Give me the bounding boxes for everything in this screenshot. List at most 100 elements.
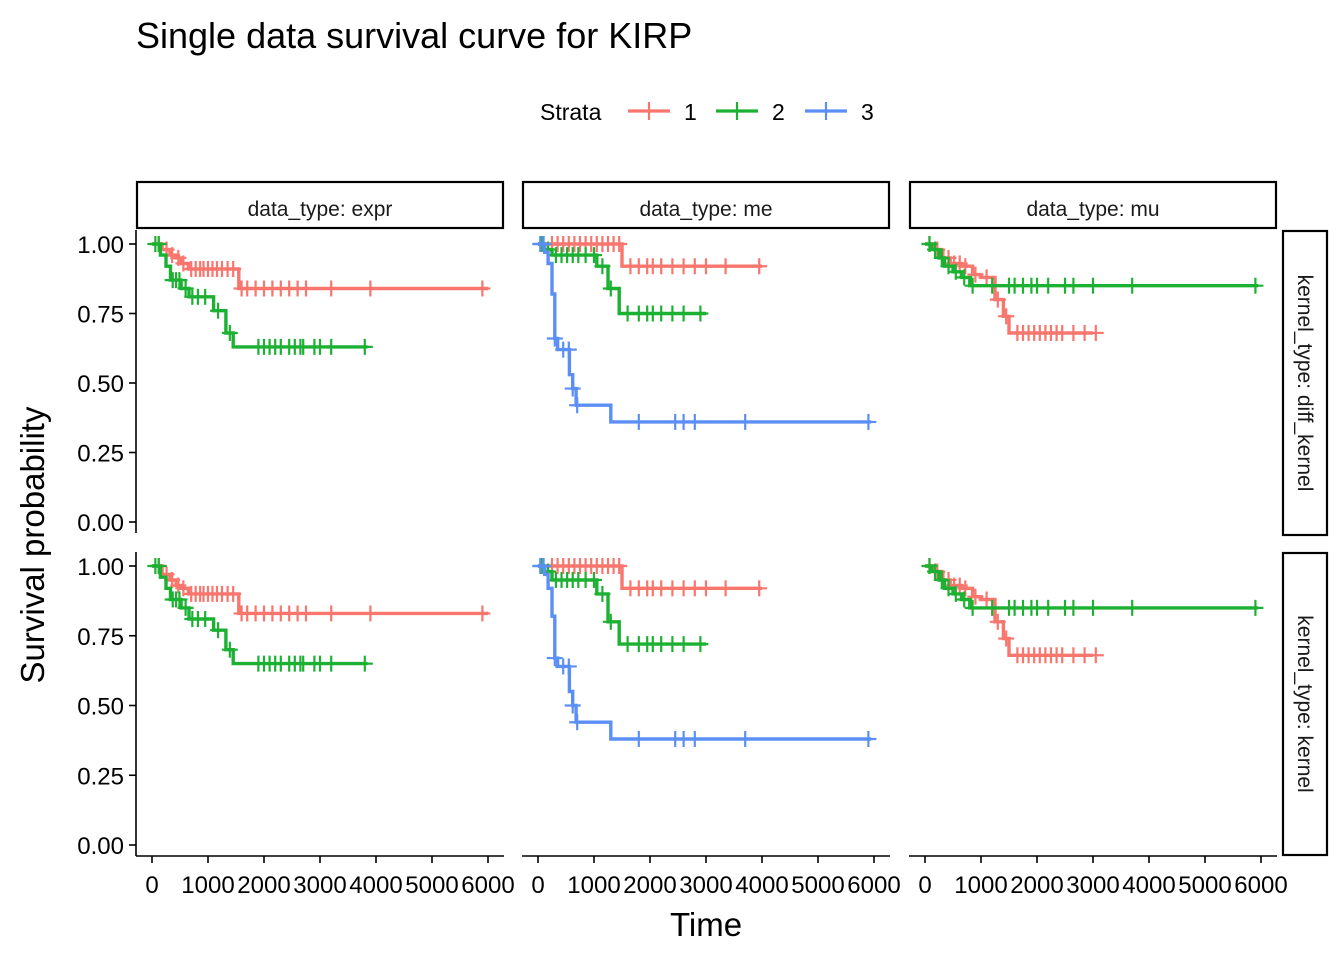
y-tick-label: 0.00 [77,833,124,860]
censor-mark-strata-2 [1065,277,1082,294]
censor-mark-strata-1 [474,605,491,622]
censor-mark-strata-1 [611,236,628,252]
survival-curve-strata-3 [538,242,872,424]
legend-item-2: 2 [716,99,785,125]
legend: Strata 1 2 3 [540,99,874,125]
censor-mark-strata-2 [1085,599,1101,616]
censor-mark-strata-1 [1087,324,1104,341]
strip-label: data_type: expr [248,198,393,221]
panel-r1-c2 [532,236,877,430]
censor-mark-strata-1 [362,605,379,622]
x-tick-label: 5000 [405,872,458,899]
censor-mark-strata-1 [298,280,314,297]
legend-title: Strata [540,99,602,125]
censor-mark-strata-1 [957,258,974,275]
strip-label: data_type: mu [1026,198,1159,221]
facet-strip-col-2: data_type: me [521,180,891,230]
y-tick-label: 0.50 [77,371,124,398]
x-tick-label: 3000 [679,872,732,899]
censor-mark-strata-2 [956,591,973,608]
panel-r2-c1 [147,558,491,672]
censor-mark-strata-2 [1040,277,1057,294]
censor-mark-strata-2 [594,258,611,275]
censor-mark-strata-1 [998,630,1015,647]
censor-mark-strata-2 [356,338,373,355]
censor-mark-strata-1 [717,258,734,275]
x-tick-label: 0 [145,872,158,899]
strip-label: data_type: me [639,198,772,221]
strip-box [521,180,891,230]
censor-mark-strata-3 [569,714,586,731]
censor-mark-strata-1 [751,258,768,275]
censor-mark-strata-3 [630,730,647,747]
censor-mark-strata-1 [225,585,242,602]
censor-mark-strata-2 [602,280,619,297]
censor-mark-strata-2 [1040,599,1057,616]
censor-mark-strata-1 [225,261,242,278]
survival-curve-strata-1 [152,242,488,291]
censor-mark-strata-1 [362,280,379,297]
censor-mark-strata-1 [323,605,340,622]
chart-title: Single data survival curve for KIRP [136,15,692,56]
censor-mark-strata-2 [675,305,692,322]
y-tick-label: 0.75 [77,302,124,329]
y-tick-label: 0.50 [77,694,124,721]
censor-mark-strata-3 [560,658,577,675]
panel-r2-c3 [921,558,1264,664]
censor-mark-strata-1 [698,580,714,597]
censor-mark-strata-1 [751,580,768,597]
facet-strip-row-1: kernel_type: diff_kernel [1281,229,1329,537]
censor-mark-strata-1 [957,580,974,597]
censor-mark-strata-2 [171,591,188,608]
censor-mark-strata-2 [150,558,167,574]
censor-mark-strata-3 [686,730,703,747]
x-tick-label: 5000 [1178,872,1231,899]
censor-mark-strata-2 [1065,599,1082,616]
censor-mark-strata-2 [210,302,227,319]
censor-mark-strata-2 [150,236,167,252]
x-tick-label: 4000 [1122,872,1175,899]
censor-mark-strata-2 [1124,599,1141,616]
legend-label-3: 3 [861,99,874,125]
strip-box [135,180,505,230]
legend-item-3: 3 [805,99,874,125]
legend-item-1: 1 [628,99,697,125]
censor-mark-strata-2 [947,585,964,602]
panel-r1-c1 [147,236,491,355]
censor-mark-strata-2 [586,247,602,264]
censor-mark-strata-2 [933,571,950,588]
x-axis-col-2: 0 1000 2000 3000 4000 5000 6000 [522,855,901,899]
censor-mark-strata-2 [221,324,238,341]
strip-box [1281,551,1329,857]
x-tick-label: 0 [531,872,544,899]
censor-mark-strata-2 [177,280,194,297]
censor-mark-strata-2 [984,277,1001,294]
censor-mark-strata-3 [737,413,754,430]
x-tick-label: 1000 [181,872,234,899]
censor-mark-strata-3 [546,330,563,347]
y-tick-label: 0.25 [77,441,124,468]
x-tick-label: 1000 [954,872,1007,899]
x-tick-label: 2000 [1010,872,1063,899]
censor-mark-strata-3 [546,650,563,667]
censor-mark-strata-2 [1085,277,1101,294]
censor-mark-strata-2 [692,636,709,653]
x-tick-label: 5000 [791,872,844,899]
censor-mark-strata-2 [1124,277,1141,294]
censor-mark-strata-1 [998,308,1015,325]
censor-mark-strata-2 [171,272,188,289]
y-tick-label: 1.00 [77,232,124,259]
censor-mark-strata-3 [535,558,552,574]
x-tick-label: 6000 [461,872,514,899]
survival-curve-strata-1 [152,564,488,616]
censor-mark-strata-2 [356,655,373,672]
censor-mark-strata-2 [594,585,611,602]
censor-mark-strata-2 [1247,277,1264,294]
x-tick-label: 1000 [567,872,620,899]
censor-mark-strata-1 [978,591,995,608]
censor-mark-strata-1 [717,580,734,597]
y-axis-row-1: 0.00 0.25 0.50 0.75 1.00 [77,230,137,537]
censor-mark-strata-2 [323,655,340,672]
x-tick-label: 6000 [1234,872,1287,899]
